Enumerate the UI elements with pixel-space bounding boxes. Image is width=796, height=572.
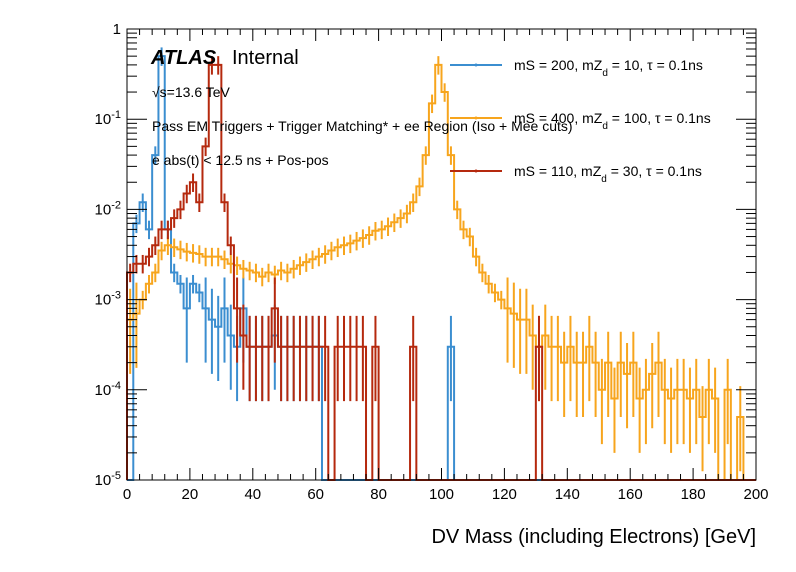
legend-marker (474, 169, 478, 173)
x-tick-label: 140 (555, 486, 580, 503)
legend-label: mS = 400, mZd = 100, τ = 0.1ns (514, 110, 711, 132)
atlas-label: ATLAS (150, 47, 217, 69)
legend: mS = 200, mZd = 10, τ = 0.1ns mS = 400, m… (450, 57, 711, 185)
y-tick-label: 10-3 (95, 290, 121, 309)
x-tick-label: 0 (123, 486, 131, 503)
energy-label: √s=13.6 TeV (152, 84, 231, 100)
selection-label: Pass EM Triggers + Trigger Matching* + e… (152, 118, 573, 134)
x-tick-label: 100 (429, 486, 454, 503)
y-tick-label: 10-4 (95, 380, 121, 399)
x-tick-label: 80 (370, 486, 387, 503)
x-tick-label: 20 (182, 486, 199, 503)
x-axis-label: DV Mass (including Electrons) [GeV] (431, 526, 756, 548)
x-tick-label: 60 (307, 486, 324, 503)
y-tick-label: 10-1 (95, 109, 121, 128)
y-axis: 10-5 10-4 10-3 10-2 10-1 1 (95, 21, 756, 489)
y-tick-label: 10-2 (95, 199, 121, 218)
timing-label: e abs(t) < 12.5 ns + Pos-pos (152, 152, 329, 168)
x-tick-label: 40 (244, 486, 261, 503)
series-group (126, 47, 756, 481)
x-axis: 0 20 40 60 80 100 120 140 160 180 200 (123, 29, 769, 503)
x-tick-label: 180 (681, 486, 706, 503)
legend-label: mS = 110, mZd = 30, τ = 0.1ns (514, 163, 702, 185)
y-tick-label: 1 (113, 21, 121, 38)
atlas-label-group: ATLAS Internal √s=13.6 TeV Pass EM Trigg… (150, 47, 573, 168)
legend-marker (474, 116, 478, 120)
legend-label: mS = 200, mZd = 10, τ = 0.1ns (514, 57, 703, 79)
x-tick-label: 160 (618, 486, 643, 503)
x-tick-label: 120 (492, 486, 517, 503)
x-tick-label: 200 (743, 486, 768, 503)
y-tick-label: 10-5 (95, 470, 121, 489)
legend-marker (474, 63, 478, 67)
internal-label: Internal (232, 47, 299, 69)
